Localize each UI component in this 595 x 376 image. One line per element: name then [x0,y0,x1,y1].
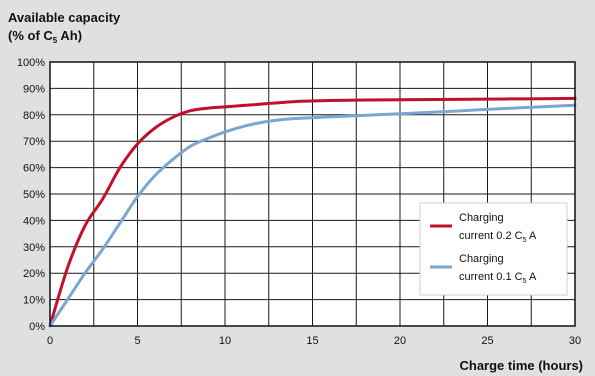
y-tick-label: 30% [23,242,45,254]
x-tick-label: 20 [394,335,406,347]
series-line-0 [48,96,577,328]
legend-label-0-line2: current 0.2 C5 A [459,230,537,244]
legend-label-1-line1: Charging [459,253,504,265]
legend-label-sub: 5 [523,278,527,285]
y-tick-label: 50% [23,189,45,201]
legend: Charging current 0.2 C5 A Charging curre… [419,202,568,296]
x-tick-label: 5 [134,335,140,347]
x-tick-label: 0 [47,335,53,347]
series-line-1 [48,103,577,328]
legend-label-part: A [527,230,537,242]
legend-label-0-line1: Charging [459,212,504,224]
y-tick-label: 80% [23,110,45,122]
y-axis-label-line1: Available capacity [8,10,121,25]
y-tick-label: 70% [23,136,45,148]
y-tick-label: 0% [29,321,45,333]
y-tick-label: 20% [23,268,45,280]
legend-label-1-line2: current 0.1 C5 A [459,271,537,285]
legend-label-part: current 0.1 C [459,271,523,283]
x-tick-labels: 0 5 10 15 20 25 30 [47,335,581,347]
y-tick-labels: 0% 10% 20% 30% 40% 50% 60% 70% 80% 90% 100% [17,57,45,333]
plot-frame [49,61,576,327]
legend-box [419,202,568,296]
y-axis-label-line2: (% of C5 Ah) [8,28,82,45]
y-axis-label-part: (% of C [8,28,53,43]
y-axis-label-sub: 5 [53,36,58,45]
series-group [48,96,577,328]
legend-label-part: current 0.2 C [459,230,523,242]
y-tick-label: 60% [23,163,45,175]
x-tick-label: 15 [306,335,318,347]
legend-label-sub: 5 [523,237,527,244]
y-axis-label-part: Ah) [57,28,82,43]
y-tick-label: 40% [23,215,45,227]
y-tick-label: 10% [23,295,45,307]
x-tick-label: 10 [219,335,231,347]
legend-label-part: A [527,271,537,283]
x-tick-label: 30 [569,335,581,347]
x-tick-label: 25 [481,335,493,347]
x-axis-label: Charge time (hours) [459,358,583,373]
y-tick-label: 90% [23,83,45,95]
y-tick-label: 100% [17,57,45,69]
